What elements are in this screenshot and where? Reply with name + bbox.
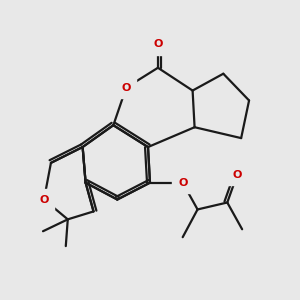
Text: O: O xyxy=(39,194,49,205)
Text: O: O xyxy=(153,39,163,49)
Text: O: O xyxy=(122,82,131,93)
Text: O: O xyxy=(232,170,242,180)
Text: O: O xyxy=(178,178,188,188)
